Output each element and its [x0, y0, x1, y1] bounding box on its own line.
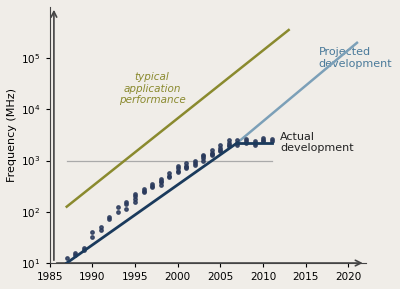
Point	[98, 225, 104, 229]
Point	[226, 143, 232, 148]
Point	[251, 143, 258, 148]
Point	[183, 166, 190, 171]
Point	[251, 139, 258, 143]
Point	[106, 217, 112, 222]
Point	[234, 138, 241, 142]
Point	[217, 149, 224, 154]
Point	[192, 158, 198, 163]
Point	[132, 197, 138, 201]
Point	[149, 181, 155, 186]
Text: Actual
development: Actual development	[280, 132, 354, 153]
Point	[98, 227, 104, 232]
Point	[140, 186, 147, 191]
Point	[80, 245, 87, 250]
Point	[140, 190, 147, 195]
Point	[226, 140, 232, 145]
Point	[80, 248, 87, 253]
Point	[158, 183, 164, 188]
Point	[260, 138, 266, 142]
Text: Projected
development: Projected development	[318, 47, 392, 69]
Point	[226, 144, 232, 149]
Y-axis label: Frequency (MHz): Frequency (MHz)	[7, 88, 17, 182]
Point	[149, 185, 155, 190]
Point	[140, 189, 147, 194]
Point	[115, 210, 121, 214]
Point	[243, 139, 249, 143]
Point	[174, 163, 181, 168]
Point	[174, 166, 181, 171]
Point	[132, 194, 138, 199]
Point	[268, 137, 275, 141]
Point	[123, 202, 130, 206]
Point	[217, 143, 224, 148]
Point	[123, 207, 130, 212]
Point	[149, 184, 155, 188]
Point	[200, 158, 206, 163]
Point	[243, 137, 249, 141]
Point	[217, 148, 224, 153]
Point	[64, 255, 70, 260]
Point	[132, 192, 138, 196]
Point	[72, 251, 78, 255]
Point	[158, 179, 164, 184]
Point	[226, 138, 232, 142]
Point	[251, 140, 258, 145]
Point	[209, 153, 215, 158]
Point	[89, 230, 96, 235]
Point	[209, 148, 215, 153]
Point	[166, 175, 172, 179]
Point	[243, 140, 249, 145]
Point	[183, 161, 190, 166]
Point	[192, 161, 198, 166]
Point	[268, 139, 275, 143]
Point	[192, 162, 198, 167]
Point	[115, 204, 121, 209]
Point	[234, 140, 241, 145]
Point	[158, 180, 164, 184]
Text: typical
application
performance: typical application performance	[119, 72, 186, 105]
Point	[158, 176, 164, 181]
Point	[89, 235, 96, 240]
Point	[132, 199, 138, 204]
Point	[166, 171, 172, 176]
Point	[200, 156, 206, 160]
Point	[234, 143, 241, 148]
Point	[72, 253, 78, 258]
Point	[123, 199, 130, 204]
Point	[183, 163, 190, 168]
Point	[200, 153, 206, 158]
Point	[260, 139, 266, 143]
Point	[217, 145, 224, 150]
Point	[174, 168, 181, 173]
Point	[174, 170, 181, 174]
Point	[106, 215, 112, 219]
Point	[260, 135, 266, 140]
Point	[209, 152, 215, 157]
Point	[209, 151, 215, 155]
Point	[200, 154, 206, 159]
Point	[166, 174, 172, 178]
Point	[183, 164, 190, 169]
